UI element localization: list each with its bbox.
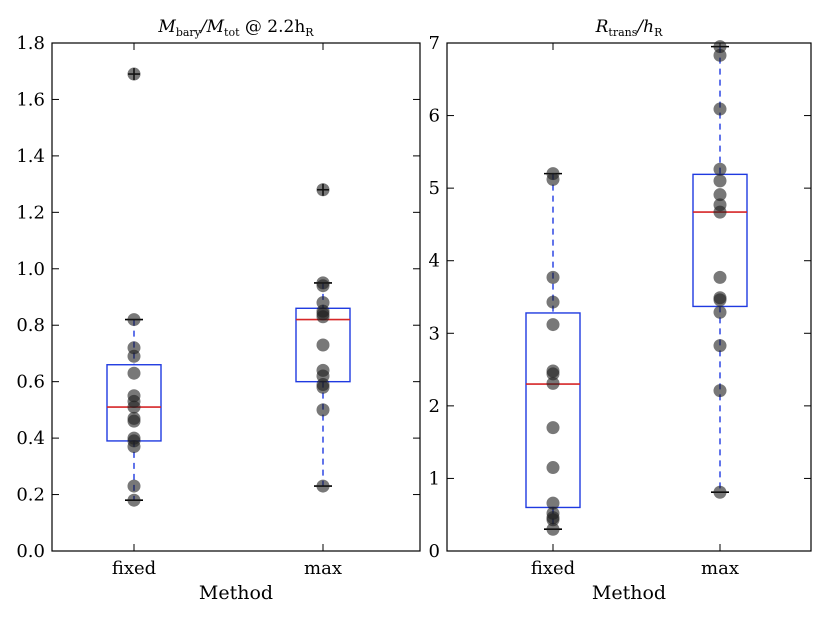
data-point <box>713 188 727 202</box>
panel-transition-radius: Rtrans/hR 0 1 2 3 4 5 6 7 fixed max Method <box>429 17 812 604</box>
data-point <box>316 403 330 417</box>
x-tick-label: fixed <box>531 558 575 579</box>
data-point <box>546 461 560 475</box>
data-point <box>316 310 330 324</box>
data-point <box>713 305 727 319</box>
y-tick-label: 0.6 <box>16 372 45 393</box>
plot-area <box>51 42 421 552</box>
box-plots <box>525 45 748 531</box>
y-tick-label: 4 <box>429 251 440 272</box>
data-point <box>127 313 141 327</box>
data-point <box>546 367 560 381</box>
data-point <box>546 522 560 536</box>
data-point <box>713 205 727 219</box>
data-point <box>127 349 141 363</box>
data-point <box>713 485 727 499</box>
data-point <box>713 339 727 353</box>
data-point <box>127 366 141 380</box>
data-point <box>127 493 141 507</box>
box-iqr <box>525 312 581 509</box>
x-ticks: fixed max <box>112 43 342 579</box>
data-point <box>546 270 560 284</box>
panel-barynic-mass-ratio: Mbary/Mtot @ 2.2hR 0.0 0.2 0.4 0.6 0.8 1.0 1.2… <box>16 17 421 604</box>
data-point <box>316 479 330 493</box>
x-ticks: fixed max <box>531 43 739 579</box>
y-tick-label: 1.4 <box>16 146 45 167</box>
data-point <box>316 183 330 197</box>
data-point <box>713 174 727 188</box>
data-point <box>127 479 141 493</box>
data-point <box>546 318 560 332</box>
y-tick-label: 1.2 <box>16 202 45 223</box>
data-point <box>713 102 727 116</box>
y-tick-label: 3 <box>429 323 440 344</box>
x-tick-label: max <box>701 558 739 579</box>
x-tick-label: fixed <box>112 558 156 579</box>
y-tick-label: 7 <box>429 33 440 54</box>
y-ticks: 0.0 0.2 0.4 0.6 0.8 1.0 1.2 1.4 1.6 1.8 <box>16 33 420 562</box>
y-tick-label: 0.2 <box>16 485 45 506</box>
data-point <box>316 279 330 293</box>
data-point <box>546 496 560 510</box>
panel-title: Rtrans/hR <box>595 17 663 39</box>
data-point <box>713 270 727 284</box>
x-axis-label: Method <box>592 582 666 604</box>
data-point <box>546 172 560 186</box>
data-point <box>546 513 560 527</box>
y-tick-label: 1.8 <box>16 33 45 54</box>
data-point <box>546 376 560 390</box>
x-axis-label: Method <box>199 582 273 604</box>
data-points <box>546 40 727 536</box>
data-point <box>713 48 727 62</box>
data-point <box>127 440 141 454</box>
y-tick-label: 0.4 <box>16 428 45 449</box>
data-point <box>546 295 560 309</box>
data-point <box>127 414 141 428</box>
y-tick-label: 0.8 <box>16 315 45 336</box>
data-point <box>127 67 141 81</box>
data-points <box>127 67 330 507</box>
y-tick-label: 6 <box>429 106 440 127</box>
data-point <box>546 421 560 435</box>
data-point <box>713 384 727 398</box>
y-tick-label: 5 <box>429 178 440 199</box>
x-tick-label: max <box>304 558 342 579</box>
box-plots <box>106 68 351 502</box>
data-point <box>316 380 330 394</box>
y-tick-label: 0.0 <box>16 541 45 562</box>
y-tick-label: 2 <box>429 396 440 417</box>
data-point <box>713 162 727 176</box>
y-tick-label: 1.0 <box>16 259 45 280</box>
y-tick-label: 1 <box>429 468 440 489</box>
data-point <box>127 400 141 414</box>
data-point <box>316 338 330 352</box>
y-ticks: 0 1 2 3 4 5 6 7 <box>429 33 811 562</box>
plot-area <box>446 42 812 552</box>
y-tick-label: 0 <box>429 541 440 562</box>
panel-title: Mbary/Mtot @ 2.2hR <box>157 17 314 39</box>
y-tick-label: 1.6 <box>16 89 45 110</box>
data-point <box>713 293 727 307</box>
